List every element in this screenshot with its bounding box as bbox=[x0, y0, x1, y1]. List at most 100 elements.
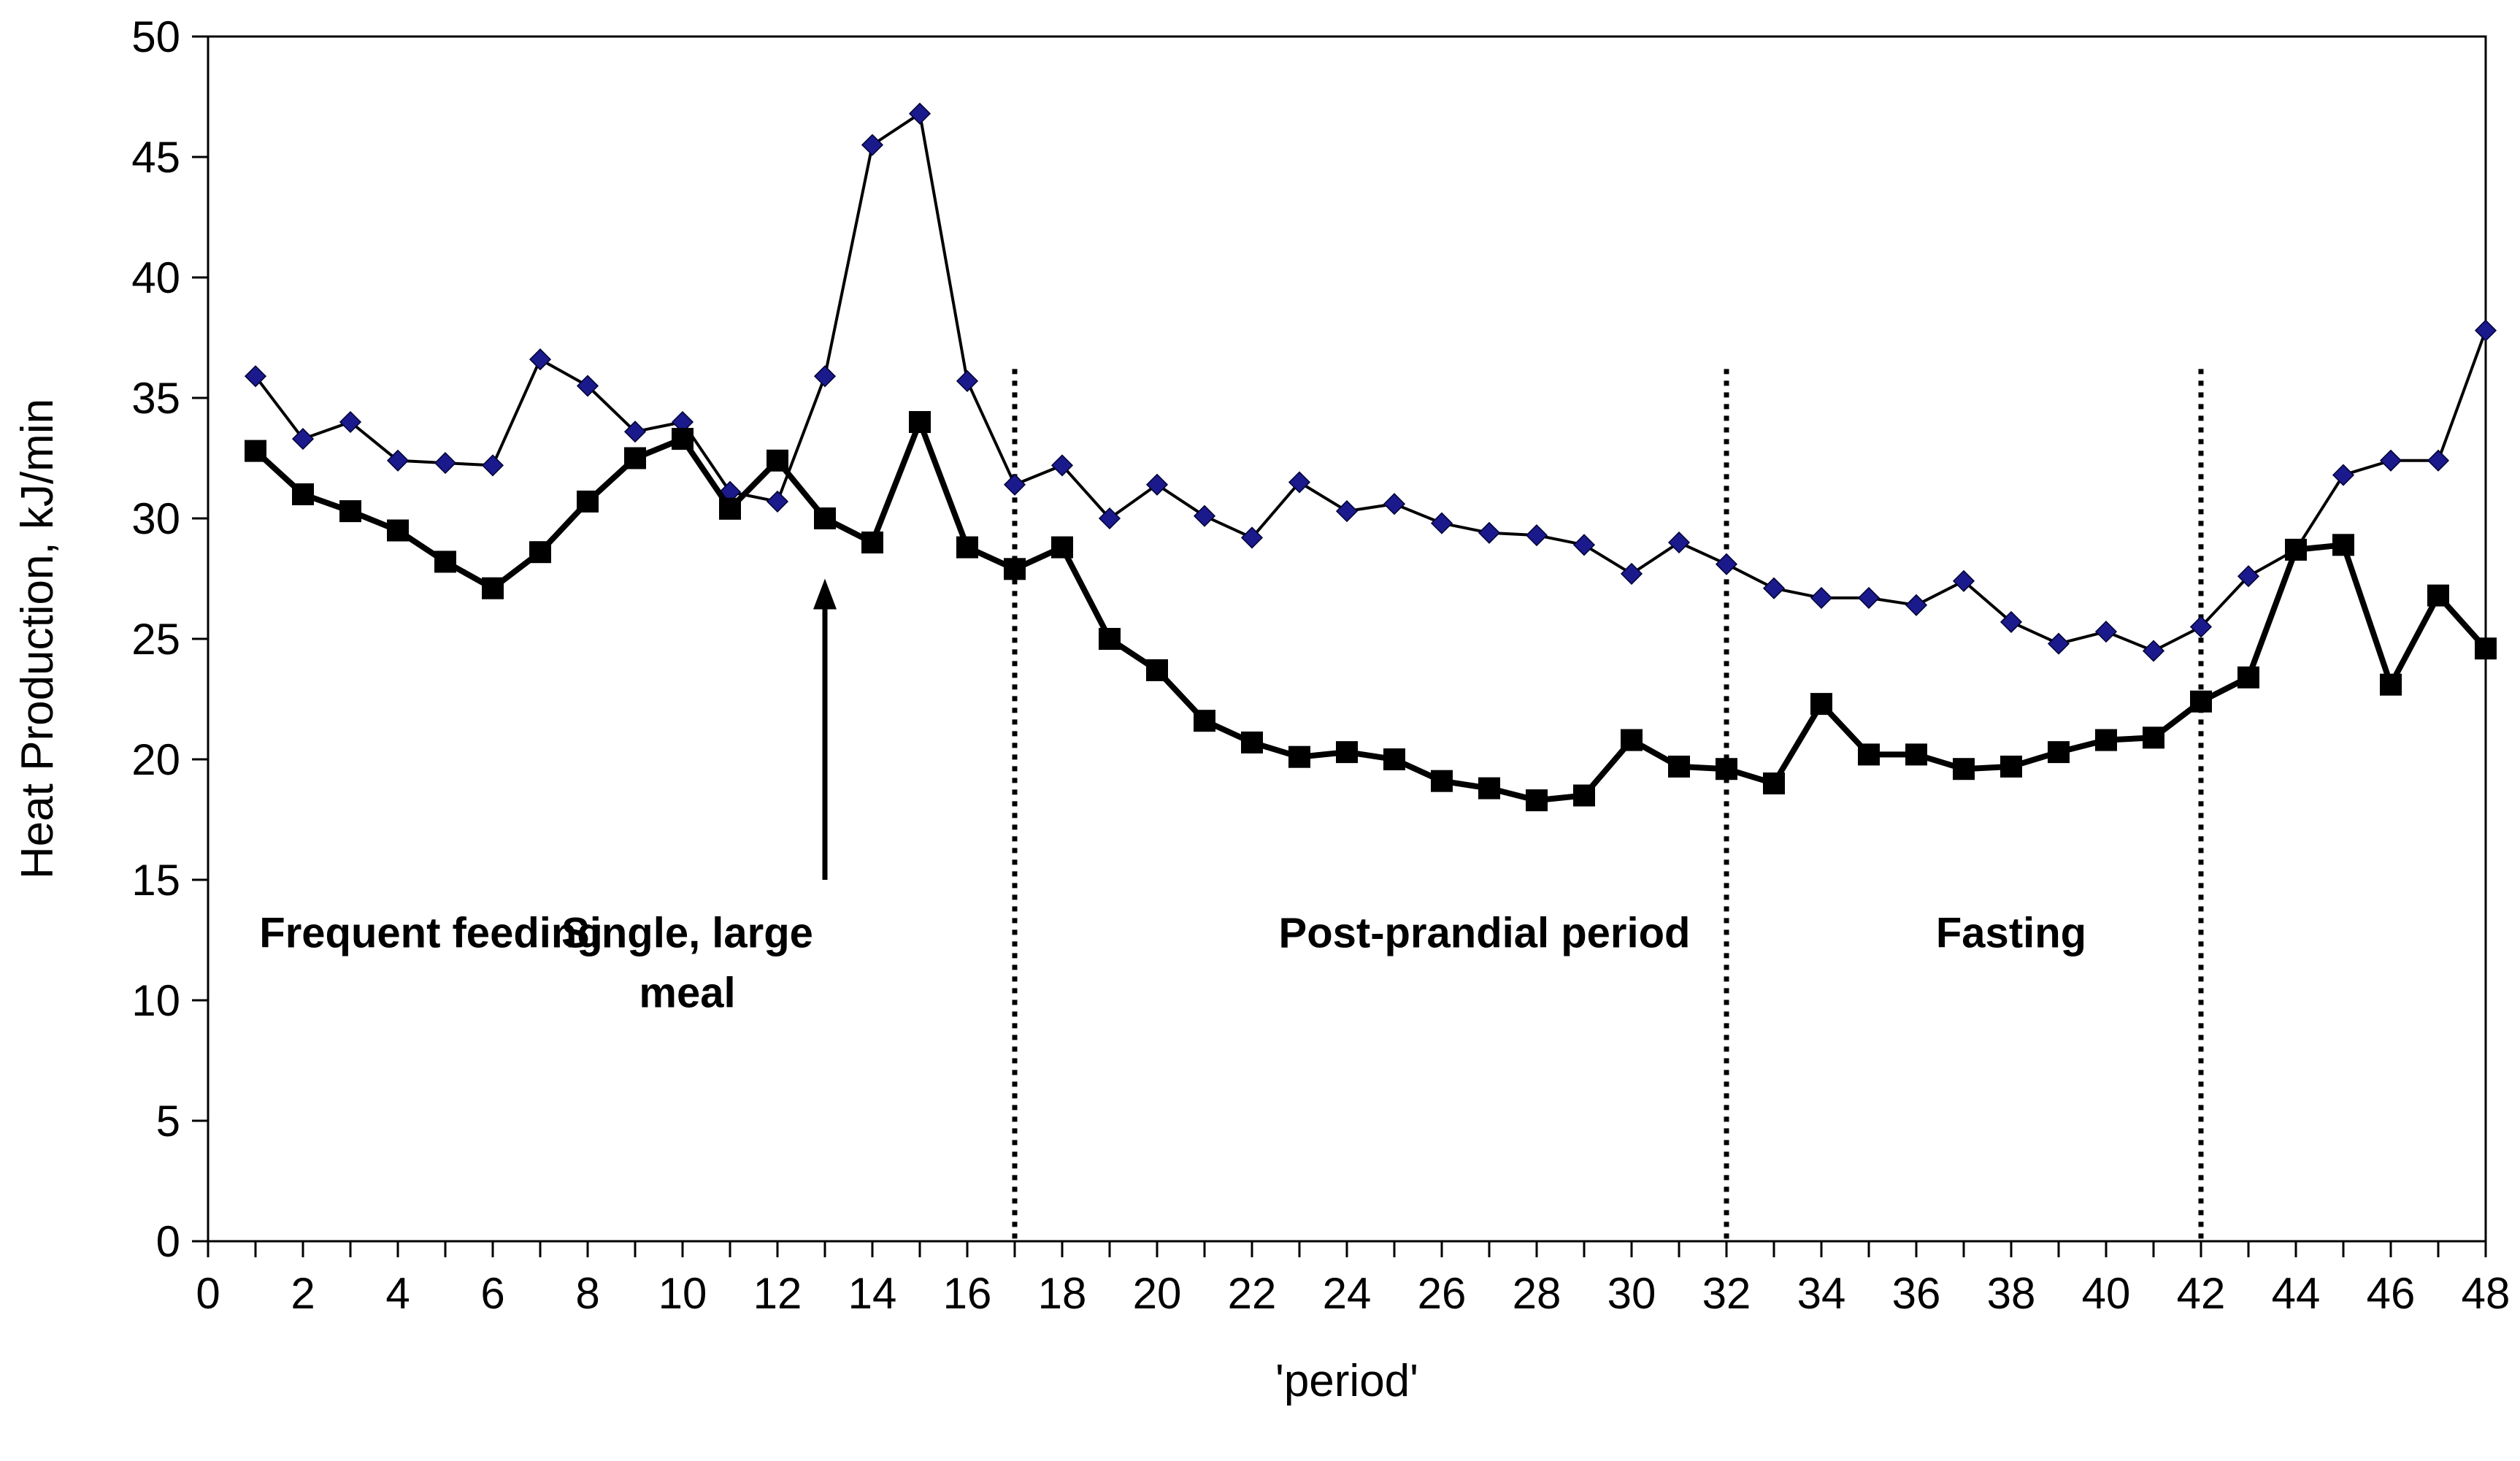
x-tick-label: 10 bbox=[658, 1269, 707, 1318]
square-marker bbox=[624, 447, 646, 469]
y-tick-label: 20 bbox=[131, 735, 180, 784]
x-tick-label: 38 bbox=[1987, 1269, 2036, 1318]
x-tick-label: 6 bbox=[480, 1269, 504, 1318]
square-marker bbox=[1099, 628, 1121, 650]
arrow-head bbox=[813, 578, 837, 610]
square-marker bbox=[2190, 690, 2212, 713]
square-marker bbox=[767, 449, 788, 472]
annotation-frequent-feeding: Frequent feeding bbox=[259, 909, 602, 956]
x-tick-label: 32 bbox=[1702, 1269, 1751, 1318]
diamond-marker bbox=[2427, 449, 2450, 472]
square-marker bbox=[1146, 659, 1168, 681]
square-marker bbox=[1810, 693, 1832, 716]
diamond-marker bbox=[2047, 632, 2070, 655]
diamond-marker bbox=[244, 365, 267, 388]
square-marker bbox=[1431, 770, 1453, 792]
y-tick-label: 10 bbox=[131, 976, 180, 1025]
annotation-post-prandial-period: Post-prandial period bbox=[1279, 909, 1691, 956]
x-tick-label: 14 bbox=[848, 1269, 897, 1318]
square-marker bbox=[482, 577, 504, 599]
diamond-marker bbox=[1667, 531, 1691, 554]
diamond-marker bbox=[2237, 565, 2260, 588]
square-marker bbox=[529, 541, 551, 564]
x-tick-label: 36 bbox=[1892, 1269, 1941, 1318]
y-tick-label: 40 bbox=[131, 253, 180, 302]
y-tick-label: 25 bbox=[131, 615, 180, 664]
diamond-marker bbox=[1810, 586, 1833, 609]
square-marker bbox=[1526, 789, 1548, 812]
diamond-marker bbox=[2474, 319, 2497, 342]
square-marker bbox=[1953, 758, 1975, 781]
diamond-marker bbox=[386, 449, 410, 472]
y-tick-label: 35 bbox=[131, 374, 180, 423]
x-tick-label: 30 bbox=[1607, 1269, 1656, 1318]
diamond-marker bbox=[291, 428, 315, 450]
plot-area bbox=[207, 35, 2487, 1243]
square-marker bbox=[814, 507, 836, 529]
y-tick-label: 30 bbox=[131, 494, 180, 543]
square-marker bbox=[2143, 726, 2164, 749]
diamond-marker bbox=[956, 369, 979, 392]
x-tick-label: 4 bbox=[385, 1269, 410, 1318]
diamond-marker bbox=[1383, 493, 1406, 515]
square-marker bbox=[1051, 536, 1073, 559]
square-marker bbox=[719, 497, 741, 520]
square-marker bbox=[1573, 784, 1595, 807]
diamond-marker bbox=[481, 454, 504, 477]
data-series bbox=[244, 102, 2497, 812]
diamond-marker bbox=[1193, 505, 1216, 527]
square-marker bbox=[434, 551, 456, 573]
x-tick-label: 12 bbox=[753, 1269, 802, 1318]
annotation-fasting: Fasting bbox=[1936, 909, 2086, 956]
diamond-marker bbox=[861, 134, 884, 156]
x-tick-label: 28 bbox=[1513, 1269, 1561, 1318]
square-marker bbox=[672, 428, 694, 450]
diamond-marker bbox=[1288, 471, 1311, 494]
x-tick-label: 48 bbox=[2462, 1269, 2511, 1318]
x-tick-label: 40 bbox=[2082, 1269, 2131, 1318]
y-tick-label: 0 bbox=[156, 1217, 180, 1266]
x-tick-label: 42 bbox=[2177, 1269, 2226, 1318]
y-tick-label: 5 bbox=[156, 1097, 180, 1146]
square-marker bbox=[387, 519, 409, 542]
square-marker bbox=[956, 536, 978, 559]
diamond-marker bbox=[2379, 449, 2402, 472]
square-marker bbox=[861, 532, 883, 553]
square-marker bbox=[1336, 741, 1358, 764]
diamond-marker bbox=[1762, 577, 1786, 599]
diamond-marker bbox=[1715, 553, 1738, 575]
square-marker bbox=[2380, 673, 2402, 696]
square-marker bbox=[2237, 666, 2259, 689]
x-tick-label: 20 bbox=[1133, 1269, 1182, 1318]
square-marker bbox=[2048, 741, 2070, 764]
square-marker bbox=[245, 440, 266, 462]
x-tick-label: 34 bbox=[1797, 1269, 1846, 1318]
diamond-marker bbox=[1145, 473, 1169, 496]
diamond-marker bbox=[2094, 621, 2118, 643]
square-marker bbox=[1858, 743, 1880, 766]
square-marker bbox=[339, 500, 361, 523]
diamond-marker bbox=[2000, 610, 2023, 633]
diamond-marker bbox=[1098, 507, 1121, 530]
diamond-marker bbox=[576, 375, 599, 397]
diamond-marker bbox=[1430, 512, 1453, 534]
square-series bbox=[245, 411, 2497, 812]
square-marker bbox=[1621, 729, 1643, 751]
square-marker bbox=[1478, 777, 1500, 799]
diamond-marker bbox=[1525, 524, 1548, 547]
y-tick-label: 45 bbox=[131, 133, 180, 182]
x-axis-title: 'period' bbox=[1275, 1356, 1418, 1406]
diamond-marker bbox=[2332, 464, 2355, 486]
diamond-marker bbox=[1240, 526, 1264, 549]
x-tick-label: 0 bbox=[196, 1269, 220, 1318]
diamond-marker bbox=[1003, 473, 1026, 496]
diamond-marker bbox=[529, 348, 552, 371]
square-marker bbox=[1668, 755, 1690, 778]
diamond-marker bbox=[2189, 616, 2213, 638]
square-marker bbox=[2332, 534, 2354, 556]
annotation-line: Frequent feeding bbox=[259, 909, 602, 956]
diamond-series bbox=[244, 102, 2497, 662]
